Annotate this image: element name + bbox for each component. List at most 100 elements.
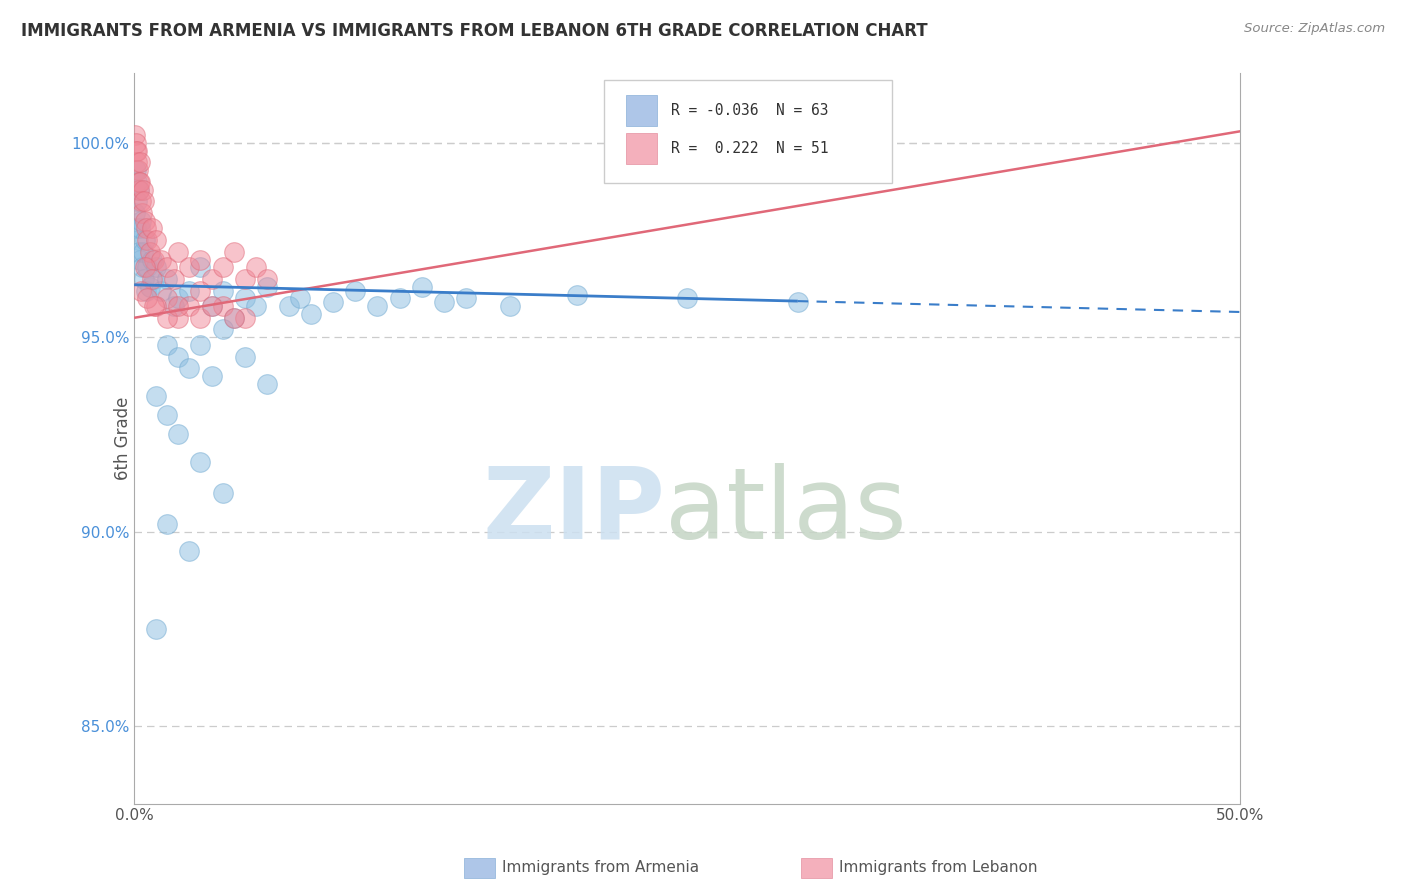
Point [190, 284, 212, 298]
Point [167, 292, 190, 306]
Point [156, 292, 179, 306]
Point [138, 244, 160, 259]
Point [135, 284, 157, 298]
Point [134, 260, 156, 275]
Point [134, 213, 156, 227]
Point [127, 144, 149, 158]
Point [256, 279, 278, 293]
Point [156, 272, 179, 286]
Text: atlas: atlas [665, 463, 907, 560]
Point [786, 295, 808, 310]
Point [128, 183, 150, 197]
Point [211, 299, 233, 313]
Point [676, 292, 699, 306]
Point [278, 299, 301, 313]
Point [211, 322, 233, 336]
Point [149, 252, 172, 267]
Point [190, 455, 212, 469]
Point [865, 124, 887, 138]
Point [211, 284, 233, 298]
Point [322, 295, 344, 310]
Point [167, 350, 190, 364]
Point [366, 299, 388, 313]
Point [190, 252, 212, 267]
Point [190, 338, 212, 352]
Point [233, 350, 256, 364]
Point [433, 295, 456, 310]
Text: R =  0.222  N = 51: R = 0.222 N = 51 [671, 141, 828, 156]
FancyBboxPatch shape [626, 95, 658, 126]
Point [190, 310, 212, 325]
Point [143, 272, 166, 286]
Point [129, 284, 152, 298]
Point [125, 144, 148, 158]
Point [136, 233, 159, 247]
Text: ZIP: ZIP [482, 463, 665, 560]
Point [179, 260, 201, 275]
Point [179, 361, 201, 376]
Point [565, 287, 588, 301]
Point [127, 163, 149, 178]
Point [256, 272, 278, 286]
Point [200, 272, 222, 286]
Point [245, 299, 267, 313]
Point [145, 388, 167, 402]
Point [299, 307, 322, 321]
Point [233, 292, 256, 306]
Point [125, 221, 148, 235]
Point [127, 233, 149, 247]
FancyBboxPatch shape [626, 133, 658, 163]
Text: Immigrants from Armenia: Immigrants from Armenia [502, 861, 699, 875]
Point [135, 221, 157, 235]
Text: IMMIGRANTS FROM ARMENIA VS IMMIGRANTS FROM LEBANON 6TH GRADE CORRELATION CHART: IMMIGRANTS FROM ARMENIA VS IMMIGRANTS FR… [21, 22, 928, 40]
Point [200, 299, 222, 313]
Point [136, 292, 159, 306]
Point [145, 622, 167, 636]
Point [143, 299, 166, 313]
Point [131, 260, 153, 275]
Point [167, 310, 190, 325]
Point [128, 155, 150, 169]
Point [179, 544, 201, 558]
Point [134, 233, 156, 247]
Point [167, 244, 190, 259]
Point [132, 244, 155, 259]
Point [128, 175, 150, 189]
Point [145, 260, 167, 275]
Point [200, 299, 222, 313]
Point [411, 279, 433, 293]
Point [200, 369, 222, 384]
Point [125, 155, 148, 169]
Point [344, 284, 367, 298]
Point [499, 299, 522, 313]
Point [145, 233, 167, 247]
Point [128, 183, 150, 197]
Point [136, 260, 159, 275]
Point [124, 206, 146, 220]
Point [128, 221, 150, 235]
Point [190, 260, 212, 275]
Point [129, 252, 152, 267]
Point [129, 194, 152, 209]
Point [222, 310, 245, 325]
Point [143, 252, 166, 267]
Text: Immigrants from Lebanon: Immigrants from Lebanon [839, 861, 1038, 875]
Point [124, 128, 146, 143]
Point [125, 175, 148, 189]
Point [233, 272, 256, 286]
Point [156, 516, 179, 531]
Point [163, 272, 186, 286]
Point [149, 284, 172, 298]
Point [167, 299, 190, 313]
Point [138, 279, 160, 293]
Point [128, 244, 150, 259]
Point [211, 260, 233, 275]
Point [222, 310, 245, 325]
Point [256, 376, 278, 391]
Point [127, 194, 149, 209]
Point [454, 292, 477, 306]
Point [131, 206, 153, 220]
Point [132, 183, 155, 197]
Point [141, 221, 163, 235]
Text: Source: ZipAtlas.com: Source: ZipAtlas.com [1244, 22, 1385, 36]
